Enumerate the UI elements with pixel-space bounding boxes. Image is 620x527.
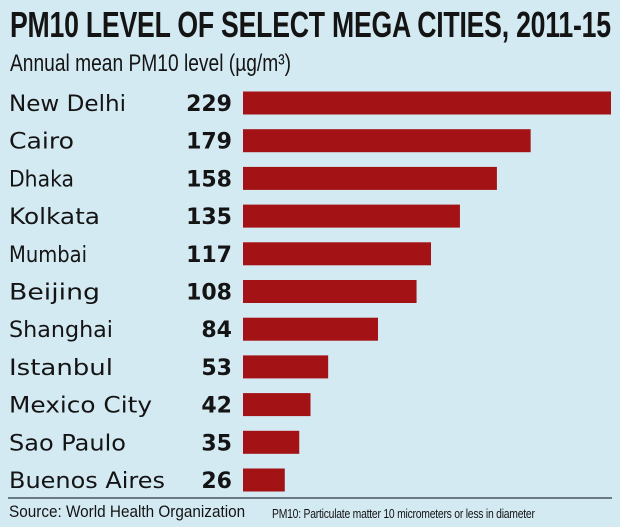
bar bbox=[243, 430, 300, 454]
bar-row: Cairo 179 bbox=[9, 129, 531, 155]
category-label: Istanbul bbox=[9, 356, 113, 381]
data-label: 158 bbox=[186, 167, 232, 192]
source-text: Source: World Health Organization bbox=[9, 502, 246, 521]
bar bbox=[243, 393, 311, 417]
chart-subtitle: Annual mean PM10 level (µg/m³) bbox=[10, 50, 292, 77]
category-label: Mumbai bbox=[9, 243, 87, 268]
category-label: Buenos Aires bbox=[9, 469, 165, 494]
bar bbox=[243, 204, 460, 228]
data-label: 229 bbox=[186, 92, 232, 117]
bar bbox=[243, 91, 611, 115]
bar bbox=[243, 280, 417, 303]
data-label: 135 bbox=[186, 205, 232, 230]
footer-divider bbox=[8, 497, 612, 499]
bar-row: Shanghai 84 bbox=[9, 317, 378, 343]
bar-row: Mexico City 42 bbox=[9, 393, 311, 419]
bar-row: Dhaka 158 bbox=[9, 166, 497, 192]
data-label: 42 bbox=[201, 394, 232, 419]
footnote-text: PM10: Particulate matter 10 micrometers … bbox=[272, 506, 535, 521]
bar-row: New Delhi 229 bbox=[9, 91, 611, 117]
bar-row: Mumbai 117 bbox=[9, 242, 432, 268]
data-label: 35 bbox=[201, 431, 232, 456]
category-label: New Delhi bbox=[9, 92, 126, 117]
data-label: 84 bbox=[201, 318, 232, 343]
bar-row: Beijing 108 bbox=[9, 280, 417, 306]
bar bbox=[243, 468, 285, 492]
bar-row: Kolkata 135 bbox=[9, 204, 460, 230]
category-label: Shanghai bbox=[9, 318, 113, 343]
data-label: 26 bbox=[201, 469, 232, 494]
category-label: Sao Paulo bbox=[9, 431, 126, 456]
bar-row: Istanbul 53 bbox=[9, 355, 329, 381]
data-label: 117 bbox=[186, 243, 232, 268]
bar bbox=[243, 355, 329, 379]
bar-row: Buenos Aires 26 bbox=[9, 468, 285, 494]
bar-row: Sao Paulo 35 bbox=[9, 430, 300, 456]
data-label: 53 bbox=[201, 356, 232, 381]
bar bbox=[243, 129, 531, 153]
bar bbox=[243, 166, 497, 190]
category-label: Beijing bbox=[9, 281, 100, 306]
category-label: Kolkata bbox=[9, 205, 100, 230]
bar-chart: New Delhi 229 Cairo 179 Dhaka 158 Kolkata 135 Mu… bbox=[9, 91, 611, 494]
category-label: Cairo bbox=[9, 130, 74, 155]
category-label: Dhaka bbox=[9, 167, 74, 192]
chart-title: PM10 LEVEL OF SELECT MEGA CITIES, 2011-1… bbox=[10, 4, 611, 45]
data-label: 179 bbox=[186, 130, 232, 155]
category-label: Mexico City bbox=[9, 394, 152, 419]
bar bbox=[243, 242, 432, 266]
data-label: 108 bbox=[186, 281, 232, 306]
bar bbox=[243, 317, 378, 341]
